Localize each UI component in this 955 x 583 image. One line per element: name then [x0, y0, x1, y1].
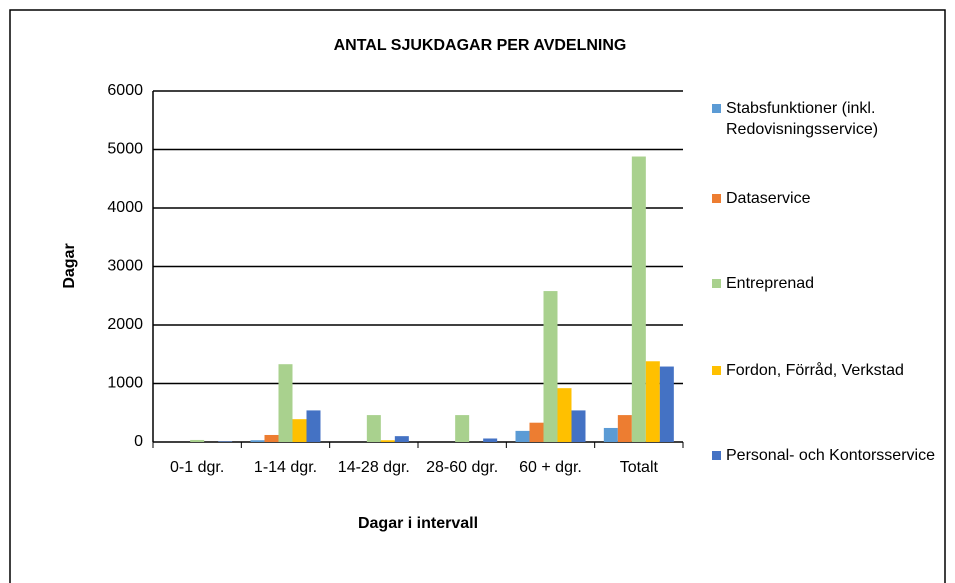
y-tick-label: 5000	[107, 141, 143, 158]
x-axis-label: Dagar i intervall	[358, 515, 478, 532]
legend-item: Dataservice	[712, 188, 810, 209]
legend-swatch	[712, 104, 721, 113]
x-tick-label: 1-14 dgr.	[254, 459, 317, 476]
bar	[292, 419, 307, 442]
y-tick-label: 1000	[107, 375, 143, 392]
bar	[278, 364, 293, 442]
legend-label: Entreprenad	[726, 275, 815, 292]
bar	[617, 415, 632, 442]
bar	[659, 366, 674, 442]
legend-label: Stabsfunktioner (inkl. Redovisningsservi…	[726, 100, 879, 138]
bar	[264, 434, 279, 442]
bar	[366, 415, 381, 442]
y-tick-label: 0	[134, 433, 143, 450]
legend-swatch	[712, 194, 721, 203]
legend-item: Stabsfunktioner (inkl. Redovisningsservi…	[712, 98, 947, 140]
bar	[557, 388, 572, 442]
y-axis-label: Dagar	[61, 243, 78, 288]
bar	[306, 410, 321, 442]
bar	[603, 427, 618, 442]
legend-swatch	[712, 366, 721, 375]
legend-swatch	[712, 279, 721, 288]
y-tick-label: 2000	[107, 316, 143, 333]
x-tick-label: 0-1 dgr.	[170, 459, 224, 476]
frame	[9, 9, 946, 583]
y-tick-label: 3000	[107, 258, 143, 275]
chart-title: ANTAL SJUKDAGAR PER AVDELNING	[334, 37, 627, 54]
bar	[529, 422, 544, 442]
x-tick-label: 60 + dgr.	[519, 459, 582, 476]
bar	[645, 361, 660, 442]
legend-item: Fordon, Förråd, Verkstad	[712, 360, 904, 381]
y-tick-label: 4000	[107, 199, 143, 216]
bar	[190, 439, 205, 442]
bar	[218, 441, 233, 442]
bar	[483, 438, 498, 442]
bar	[394, 436, 409, 442]
bar	[455, 415, 470, 442]
legend-label: Dataservice	[726, 190, 811, 207]
x-tick-label: 28-60 dgr.	[426, 459, 498, 476]
bar	[250, 440, 265, 442]
x-tick-label: Totalt	[620, 459, 659, 476]
legend-swatch	[712, 451, 721, 460]
legend-label: Fordon, Förråd, Verkstad	[726, 362, 904, 379]
bar	[515, 430, 530, 442]
x-tick-label: 14-28 dgr.	[338, 459, 410, 476]
legend-item: Entreprenad	[712, 273, 814, 294]
bar	[631, 156, 646, 442]
bar	[571, 410, 586, 442]
y-tick-label: 6000	[107, 82, 143, 99]
legend-item: Personal- och Kontorsservice	[712, 445, 935, 466]
bar	[380, 440, 395, 442]
bar	[543, 291, 558, 442]
legend-label: Personal- och Kontorsservice	[726, 447, 935, 464]
